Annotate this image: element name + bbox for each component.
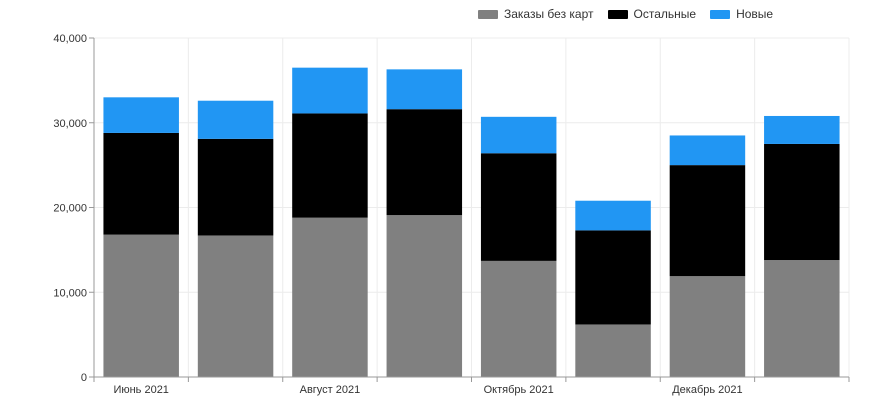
bar-segment-series-2[interactable] [103,97,179,133]
bar-segment-series-0[interactable] [292,217,368,377]
y-tick-label: 20,000 [53,203,87,215]
bar-segment-series-1[interactable] [292,113,368,218]
y-tick-label: 10,000 [53,287,87,299]
x-tick-label: Июнь 2021 [113,384,169,396]
legend-label-other: Остальные [633,7,697,21]
bar-segment-series-0[interactable] [669,276,746,377]
bar-segment-series-0[interactable] [764,260,840,377]
legend-item-new[interactable]: Новые [710,7,773,21]
bar-segment-series-1[interactable] [103,132,179,235]
bar-segment-series-2[interactable] [480,116,557,154]
bar-segment-series-1[interactable] [669,165,746,277]
bar-segment-series-0[interactable] [480,260,557,377]
legend-label-no-card: Заказы без карт [504,7,594,21]
bar-segment-series-0[interactable] [103,234,179,377]
bar-segment-series-1[interactable] [575,230,651,325]
bar-segment-series-1[interactable] [386,109,463,216]
bar-segment-series-2[interactable] [386,69,463,110]
bar-segment-series-1[interactable] [197,138,274,236]
legend-item-other[interactable]: Остальные [607,7,697,21]
bar-segment-series-0[interactable] [575,324,651,377]
legend: Заказы без карт Остальные Новые [478,7,773,21]
bar-segment-series-2[interactable] [197,100,274,139]
bar-segment-series-0[interactable] [197,235,274,377]
x-tick-label: Август 2021 [300,384,361,396]
legend-swatch-no-card [478,9,498,19]
bar-segment-series-2[interactable] [764,115,840,144]
y-tick-label: 0 [81,372,87,384]
x-tick-label: Октябрь 2021 [484,384,554,396]
bar-segment-series-2[interactable] [669,135,746,166]
bar-segment-series-1[interactable] [764,143,840,261]
y-tick-label: 40,000 [53,33,87,45]
x-tick-label: Декабрь 2021 [672,384,742,396]
bar-segment-series-0[interactable] [386,215,463,377]
legend-item-no-card[interactable]: Заказы без карт [478,7,594,21]
y-tick-label: 30,000 [53,118,87,130]
legend-swatch-new [710,9,731,19]
bar-segment-series-1[interactable] [480,153,557,261]
bar-segment-series-2[interactable] [575,200,651,231]
legend-label-new: Новые [736,7,774,21]
bar-segment-series-2[interactable] [292,67,368,114]
legend-swatch-other [607,9,628,19]
